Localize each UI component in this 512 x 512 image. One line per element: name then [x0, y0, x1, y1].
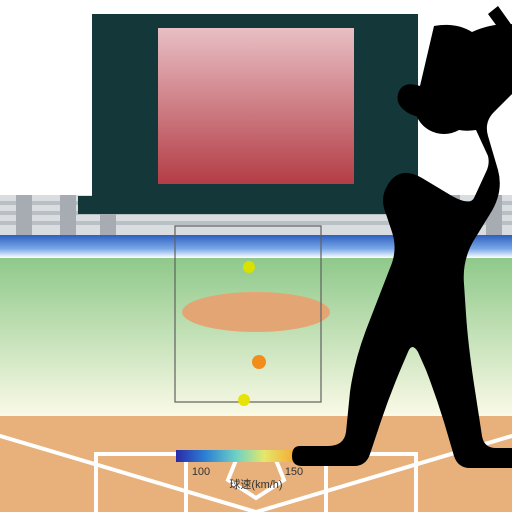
legend-tick: 100 [192, 466, 210, 478]
legend-label: 球速(km/h) [229, 477, 282, 491]
scoreboard-screen [158, 28, 354, 184]
stand-pillar [60, 195, 76, 235]
pitch-marker [238, 394, 250, 406]
pitchers-mound [182, 292, 330, 332]
stand-pillar [16, 195, 32, 235]
pitch-location-chart: 100 150球速(km/h) [0, 0, 512, 512]
pitch-marker [252, 355, 266, 369]
legend-tick: 150 [285, 466, 303, 478]
pitch-marker [243, 261, 255, 273]
